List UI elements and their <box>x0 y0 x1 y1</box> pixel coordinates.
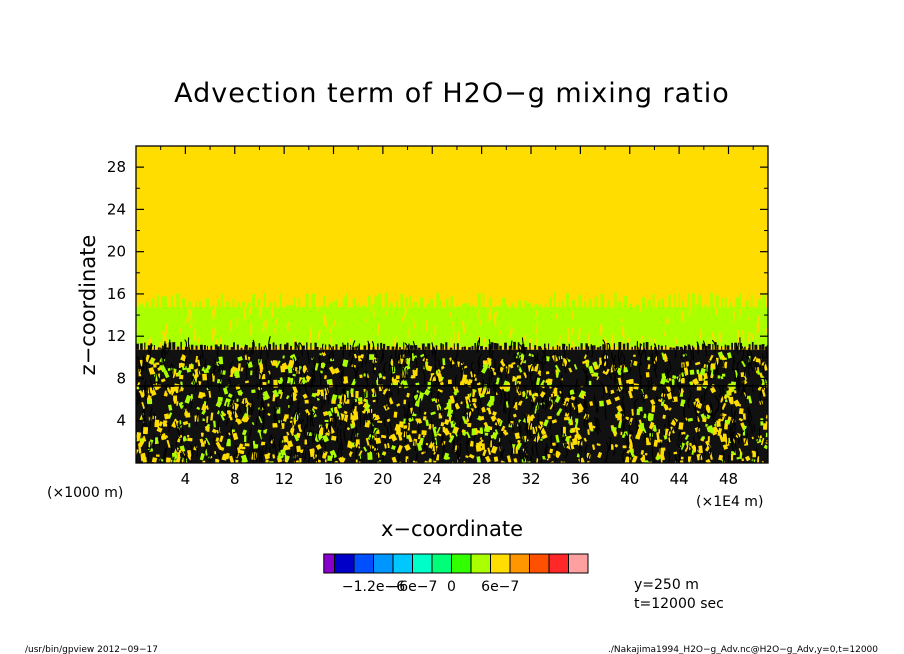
x-tick-label: 28 <box>472 470 491 488</box>
y-tick-label: 20 <box>107 243 126 261</box>
colorbar-swatch <box>509 553 530 574</box>
colorbar-swatch <box>392 553 413 574</box>
x-tick-label: 12 <box>275 470 294 488</box>
value-speckles <box>136 351 768 463</box>
contour-top-edge <box>136 341 768 350</box>
colorbar-swatch <box>451 553 472 574</box>
plot-frame <box>135 145 769 464</box>
x-axis: 4 8 12 16 20 24 28 32 36 40 44 48 <box>160 146 754 488</box>
y-tick-label: 4 <box>116 412 126 430</box>
x-tick-label: 44 <box>670 470 689 488</box>
annotation-y: y=250 m <box>634 577 699 593</box>
contour-lines <box>136 336 768 463</box>
y-axis-label: z−coordinate <box>76 235 100 376</box>
x-tick-label: 24 <box>423 470 442 488</box>
x-tick-label: 48 <box>719 470 738 488</box>
colorbar-swatch <box>373 553 394 574</box>
colorbar-swatch <box>548 553 569 574</box>
colorbar-tick-label: −6e−7 <box>388 579 438 595</box>
plot-area <box>135 145 769 464</box>
footer-right: ./Nakajima1994_H2O−g_Adv.nc@H2O−g_Adv,y=… <box>608 645 878 654</box>
colorbar: −1.2e−6−6e−7 0 6e−7 <box>323 553 589 595</box>
y-tick-label: 8 <box>116 369 126 387</box>
colorbar-swatch <box>568 553 589 574</box>
x-tick-label: 20 <box>373 470 392 488</box>
x-tick-label: 8 <box>230 470 240 488</box>
x-axis-label: x−coordinate <box>381 517 523 541</box>
colorbar-tick-label: 6e−7 <box>481 579 519 595</box>
colorbar-swatch <box>353 553 374 574</box>
y-tick-label: 28 <box>107 158 126 176</box>
green-spikes <box>136 292 766 310</box>
annotation-t: t=12000 sec <box>634 596 724 612</box>
colorbar-swatch <box>334 553 355 574</box>
colorbar-swatch <box>529 553 550 574</box>
colorbar-tick-label: −1.2e−6 <box>342 579 405 595</box>
x-tick-label: 40 <box>620 470 639 488</box>
y-tick-label: 12 <box>107 327 126 345</box>
x-scale-label: (×1E4 m) <box>696 494 763 510</box>
colorbar-swatch <box>490 553 511 574</box>
x-tick-label: 32 <box>521 470 540 488</box>
x-tick-label: 36 <box>571 470 590 488</box>
y-tick-label: 16 <box>107 285 126 303</box>
colorbar-swatch <box>431 553 452 574</box>
x-tick-label: 4 <box>181 470 191 488</box>
colorbar-tick-label: 0 <box>447 579 456 595</box>
colorbar-swatch <box>470 553 491 574</box>
colorbar-swatch <box>323 553 335 574</box>
data-layers <box>136 292 768 463</box>
footer-left: /usr/bin/gpview 2012−09−17 <box>25 645 158 654</box>
x-unit-label: (×1000 m) <box>47 485 123 501</box>
chart-title: Advection term of H2O−g mixing ratio <box>174 78 730 109</box>
x-tick-label: 16 <box>324 470 343 488</box>
colorbar-swatch <box>412 553 433 574</box>
y-axis: 4 8 12 16 20 24 28 <box>107 158 768 443</box>
y-tick-label: 24 <box>107 200 126 218</box>
